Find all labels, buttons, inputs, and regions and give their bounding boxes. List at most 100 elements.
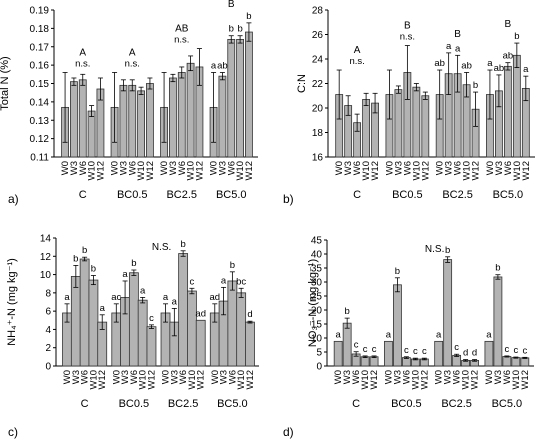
y-tick-label: 4 [45,325,51,336]
bar [236,39,244,158]
significance-letter: c [522,345,527,356]
group-name: BC5.0 [492,398,523,410]
bar [333,340,343,367]
group-letter: B [454,29,461,40]
bar [362,99,370,158]
x-tick-label: W6 [502,370,513,384]
group-name: C [353,189,361,201]
significance-letter: d [247,309,252,320]
bar [503,65,512,158]
y-axis-label: NH₄⁺-N (mg kg⁻¹) [6,258,18,346]
x-tick-label: W3 [217,161,228,175]
group-letter: A [79,47,86,58]
x-tick-label: W0 [210,370,221,384]
bar [195,319,206,367]
significance-letter: a [336,329,342,340]
significance-letter: b [246,11,251,22]
x-tick-label: W10 [136,161,147,181]
significance-letter: c [372,344,377,355]
x-tick-label: W10 [360,370,371,390]
x-tick-label: W0 [334,161,345,175]
x-tick-label: W12 [419,370,430,390]
panel-label: b) [283,192,294,206]
x-tick-label: W10 [138,370,149,390]
significance-letter: b [229,24,234,35]
x-tick-label: W12 [370,161,381,181]
group-name: BC2.5 [168,398,199,410]
bar [421,95,430,158]
significance-letter: ab [217,60,228,71]
x-tick-label: W6 [401,370,412,384]
x-tick-label: W3 [168,161,179,175]
bar [512,54,521,158]
y-tick-label: 22 [312,79,324,90]
x-tick-label: W10 [462,161,473,181]
y-tick-label: 0.19 [30,6,50,17]
x-tick-label: W0 [383,370,394,384]
x-tick-label: W10 [361,161,372,181]
x-tick-label: W0 [484,370,495,384]
x-tick-label: W10 [88,370,99,390]
significance-letter: ab [494,63,505,74]
bar [137,90,145,158]
y-tick-label: 20 [311,306,323,317]
x-tick-label: W10 [236,370,247,390]
x-tick-label: W3 [342,370,353,384]
bar [443,259,453,367]
group-letter: A [129,47,136,58]
panel-label: a) [8,192,19,206]
significance-letter: b [73,253,78,264]
significance-letter: d [472,348,477,359]
bar [434,340,444,367]
significance-letter: c [513,345,518,356]
y-tick-label: 10 [311,334,323,345]
bar [227,39,236,158]
significance-letter: a [455,43,461,54]
x-tick-label: W3 [444,161,455,175]
x-tick-label: W12 [521,161,532,181]
x-tick-label: W12 [196,370,207,390]
bar [393,284,402,367]
bar [70,81,78,158]
y-axis-label: C:N [296,74,308,93]
group-name: BC2.5 [441,398,472,410]
x-tick-label: W12 [520,370,531,390]
x-tick-label: W3 [69,161,80,175]
y-tick-label: 0 [45,362,51,373]
bar [79,258,90,367]
x-tick-label: W3 [71,370,82,384]
chart-panel-4: 0 5 10 15 20 25 30 35 40 45 NO₃⁻-N (mg kg⁻¹) a W0 b W3… [283,236,534,439]
significance-letter: a [446,41,452,52]
x-tick-label: W0 [159,161,170,175]
group-nonsignificance-label: n.s. [349,56,364,67]
y-tick-label: 20 [312,104,324,115]
x-tick-label: W0 [110,161,121,175]
bar [245,31,253,158]
significance-letter: ab [461,60,472,71]
bar [452,354,462,367]
bar [177,72,186,158]
x-tick-label: W12 [245,370,256,390]
x-tick-label: W3 [343,161,354,175]
significance-letter: b [237,24,242,35]
bar [502,356,512,367]
x-tick-label: W12 [97,370,108,390]
x-tick-label: W10 [461,370,472,390]
group-name: BC5.0 [217,398,248,410]
x-tick-label: W12 [194,161,205,181]
x-tick-label: W12 [471,161,482,181]
significance-letter: b [82,245,87,256]
significance-letter: c [404,345,409,356]
significance-letter: d [463,348,468,359]
significance-letter: b [91,263,96,274]
significance-letter: ad [209,292,220,303]
x-tick-label: W12 [95,161,106,181]
significance-letter: a [386,329,392,340]
x-tick-label: W6 [177,161,188,175]
x-tick-label: W3 [219,370,230,384]
x-tick-label: W10 [411,161,422,181]
y-tick-label: 2 [45,343,51,354]
group-name: BC2.5 [166,189,197,201]
significance-letter: b [514,31,519,42]
